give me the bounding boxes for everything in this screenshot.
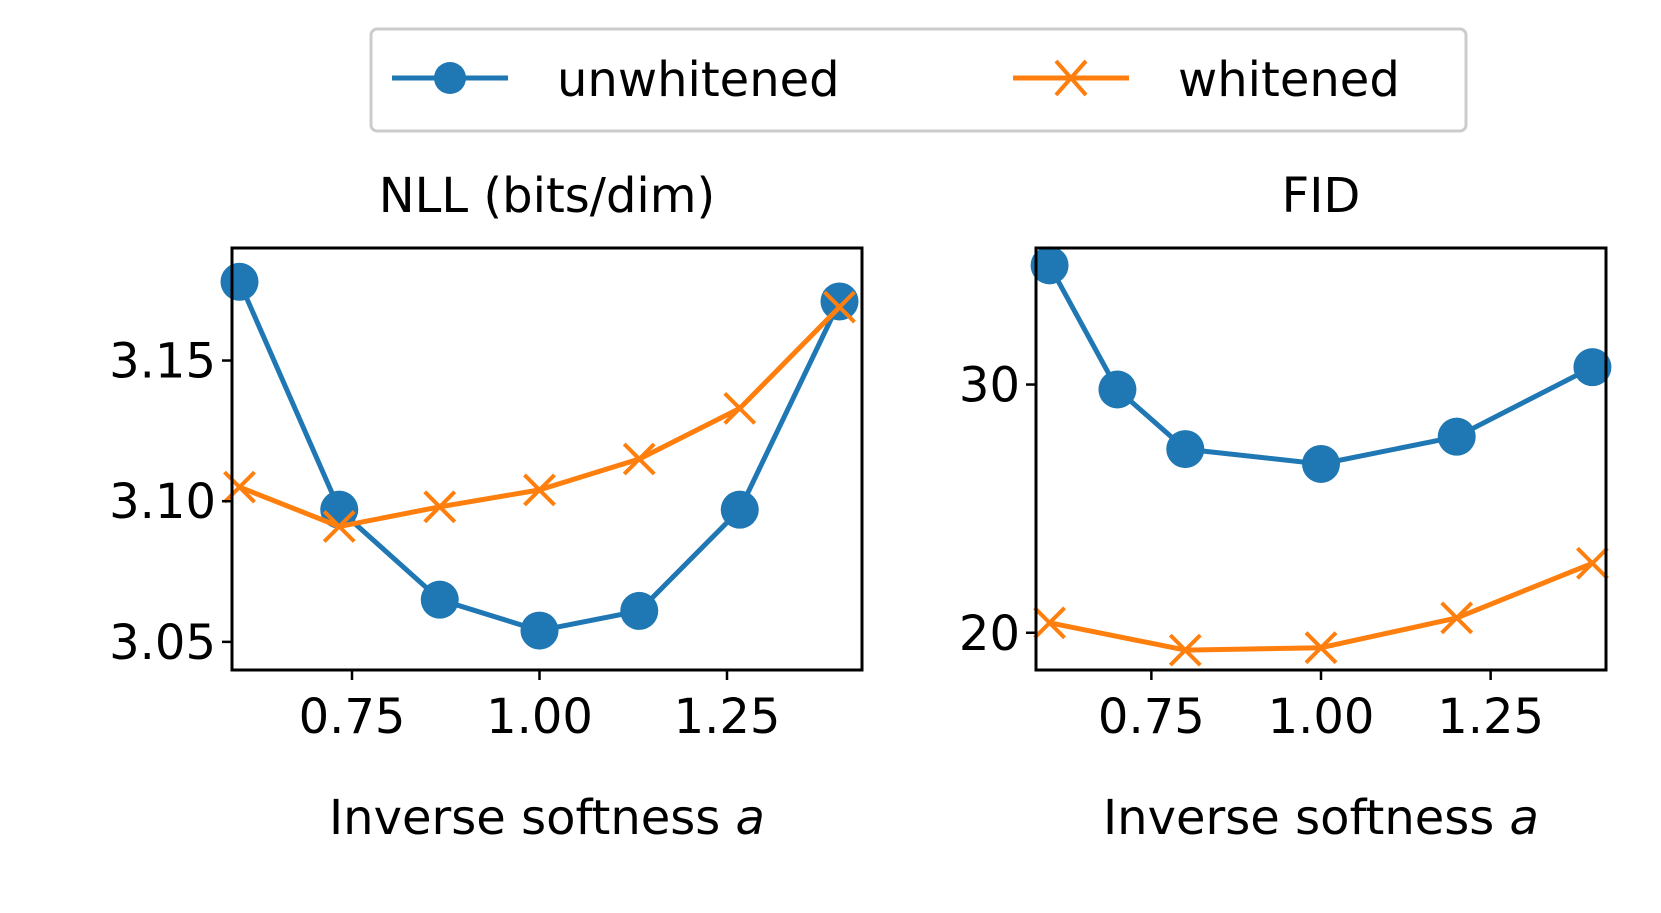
nll-plot-area bbox=[220, 262, 859, 650]
nll-point-whitened bbox=[523, 473, 556, 507]
nll-xlabel-text: Inverse softness bbox=[329, 790, 720, 846]
legend: unwhitened whitened bbox=[369, 27, 1468, 133]
fid-point-unwhitened bbox=[1166, 430, 1205, 469]
nll-ytick-label: 3.15 bbox=[109, 334, 216, 390]
legend-entry-unwhitened: unwhitened bbox=[392, 52, 840, 108]
fid-series-line-whitened bbox=[1049, 560, 1594, 653]
nll-point-unwhitened bbox=[820, 282, 859, 321]
fid-point-whitened bbox=[1033, 606, 1066, 640]
fid-point-whitened bbox=[1440, 601, 1474, 635]
nll-ytick-label: 3.05 bbox=[109, 615, 216, 671]
fid-ytick-label: 20 bbox=[959, 606, 1020, 662]
fid-xtick-label: 0.75 bbox=[1098, 689, 1205, 745]
nll-point-whitened bbox=[223, 470, 256, 504]
nll-point-whitened bbox=[322, 510, 356, 543]
nll-point-unwhitened bbox=[520, 611, 559, 650]
nll-panel: NLL (bits/dim) Inverse softness a 0.75 1.… bbox=[109, 168, 864, 846]
nll-xtick-label: 1.25 bbox=[674, 689, 781, 745]
fid-xlabel: Inverse softness a bbox=[1103, 790, 1539, 846]
nll-point-unwhitened bbox=[720, 490, 759, 529]
legend-marker-unwhitened bbox=[434, 62, 466, 94]
fid-point-unwhitened bbox=[1573, 348, 1612, 387]
nll-xtick-label: 1.00 bbox=[486, 689, 593, 745]
fid-point-whitened bbox=[1168, 633, 1202, 667]
nll-title: NLL (bits/dim) bbox=[379, 168, 715, 224]
nll-point-whitened bbox=[723, 391, 757, 425]
fid-series-line-unwhitened bbox=[1047, 264, 1594, 467]
nll-xtick-label: 0.75 bbox=[299, 689, 406, 745]
nll-point-unwhitened bbox=[420, 580, 459, 619]
nll-series-line-unwhitened bbox=[237, 280, 842, 634]
fid-point-whitened bbox=[1304, 631, 1338, 665]
fid-xtick-label: 1.00 bbox=[1268, 689, 1375, 745]
nll-xlabel-variable: a bbox=[736, 790, 765, 846]
fid-title: FID bbox=[1282, 168, 1361, 224]
nll-point-whitened bbox=[823, 290, 856, 324]
fid-point-unwhitened bbox=[1437, 417, 1476, 456]
legend-frame bbox=[369, 27, 1468, 133]
fid-point-unwhitened bbox=[1098, 370, 1137, 409]
legend-marker-whitened bbox=[1054, 59, 1088, 97]
fid-xlabel-text: Inverse softness bbox=[1103, 790, 1494, 846]
nll-xlabel: Inverse softness a bbox=[329, 790, 765, 846]
fid-ytick-label: 30 bbox=[959, 358, 1020, 414]
fid-panel: FID Inverse softness a 0.75 1.00 1.25 20 30 bbox=[959, 168, 1612, 846]
legend-entry-whitened: whitened bbox=[1013, 52, 1400, 108]
fid-xlabel-variable: a bbox=[1510, 790, 1539, 846]
fid-xtick-label: 1.25 bbox=[1437, 689, 1544, 745]
fid-plot-area bbox=[1030, 246, 1612, 667]
nll-point-unwhitened bbox=[620, 591, 659, 630]
nll-point-whitened bbox=[622, 442, 656, 476]
nll-axes-frame bbox=[230, 246, 864, 672]
legend-label-unwhitened: unwhitened bbox=[557, 52, 840, 108]
nll-point-unwhitened bbox=[220, 262, 259, 301]
nll-point-whitened bbox=[423, 490, 457, 524]
fid-point-whitened bbox=[1576, 546, 1609, 580]
fid-point-unwhitened bbox=[1030, 246, 1069, 285]
nll-ytick-label: 3.10 bbox=[109, 474, 216, 530]
legend-label-whitened: whitened bbox=[1178, 52, 1400, 108]
fid-point-unwhitened bbox=[1302, 444, 1340, 483]
